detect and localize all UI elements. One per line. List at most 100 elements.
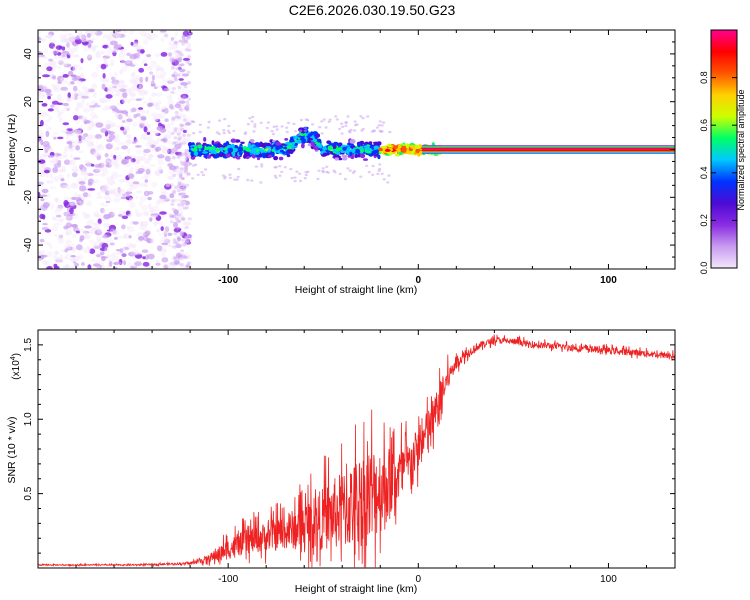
spectrogram-signal-cell	[295, 170, 299, 173]
spectrogram-noise-cell	[187, 80, 192, 83]
spectrogram-noise-cell	[109, 228, 115, 235]
spectrogram-noise-cell	[176, 73, 181, 77]
spectrogram-noise-cell	[153, 35, 158, 38]
spectrogram-noise-cell	[174, 261, 179, 266]
spectrogram-noise-cell	[81, 168, 85, 174]
spectrogram-noise-cell	[41, 226, 49, 231]
spectrogram-noise-cell	[74, 262, 79, 267]
spectrogram-noise-cell	[141, 249, 149, 253]
spectrogram-noise-cell	[40, 65, 44, 69]
spectrogram-noise-cell	[180, 151, 189, 157]
spectrogram-signal-cell	[286, 149, 293, 154]
spectrogram-noise-cell	[172, 245, 177, 249]
spectrogram-signal-cell	[349, 139, 356, 144]
spectrogram-noise-cell	[85, 31, 89, 34]
spectrogram-noise-cell	[181, 216, 185, 220]
spectrogram-noise-cell	[44, 35, 52, 39]
spectrogram-noise-cell	[186, 156, 191, 160]
spectrogram-noise-cell	[173, 238, 177, 245]
spectrogram-noise-cell	[76, 194, 81, 198]
spectrogram-signal-cell	[280, 125, 284, 128]
spectrogram-noise-cell	[53, 250, 58, 255]
spectrogram-noise-cell	[64, 248, 69, 253]
spectrogram-noise-cell	[138, 122, 145, 128]
spectrogram-noise-cell	[184, 166, 189, 170]
spectrogram-signal-cell	[408, 147, 413, 152]
spectrogram-noise-cell	[108, 134, 116, 140]
spectrogram-noise-cell	[93, 179, 100, 184]
spectrogram-noise-cell	[182, 57, 191, 61]
spectrogram-noise-cell	[96, 238, 102, 243]
spectrogram-noise-cell	[93, 173, 101, 177]
spectrogram-noise-cell	[146, 54, 152, 58]
spectrogram-noise-cell	[53, 30, 58, 33]
spectrogram-noise-cell	[84, 225, 92, 229]
spectrogram-noise-cell	[53, 136, 57, 140]
spectrogram-signal-cell	[360, 148, 364, 153]
spectrogram-noise-cell	[165, 183, 171, 187]
spectrogram-noise-cell	[183, 166, 188, 170]
spectrogram-noise-cell	[121, 224, 126, 230]
spectrogram-noise-cell	[126, 188, 133, 193]
spectrogram-noise-cell	[139, 76, 144, 83]
spectrogram-noise-cell	[179, 263, 184, 267]
spectrogram-noise-cell	[185, 60, 192, 64]
spectrogram-noise-cell	[53, 107, 60, 113]
spectrogram-noise-cell	[78, 135, 82, 142]
spectrogram-xtick-label: 100	[600, 275, 617, 286]
spectrogram-noise-cell	[177, 151, 182, 155]
spectrogram-noise-cell	[46, 265, 53, 269]
spectrogram-noise-cell	[127, 98, 132, 104]
spectrogram-signal-cell	[278, 165, 282, 168]
snr-marks	[38, 334, 675, 568]
spectrogram-noise-cell	[170, 257, 177, 260]
spectrogram-signal-cell	[278, 174, 282, 177]
spectrogram-noise-cell	[88, 107, 95, 112]
spectrogram-noise-cell	[160, 226, 164, 232]
spectrogram-noise-cell	[178, 68, 186, 73]
spectrogram-noise-cell	[173, 241, 177, 245]
spectrogram-noise-cell	[144, 230, 151, 236]
spectrogram-noise-cell	[176, 219, 181, 223]
spectrogram-signal-cell	[233, 147, 238, 152]
spectrogram-noise-cell	[171, 117, 176, 121]
spectrogram-signal-cell	[392, 145, 399, 150]
spectrogram-signal-cell	[236, 156, 241, 160]
spectrogram-noise-cell	[64, 243, 71, 249]
spectrogram-noise-cell	[57, 60, 64, 64]
spectrogram-signal-cell	[387, 151, 393, 155]
spectrogram-noise-cell	[182, 227, 186, 232]
spectrogram-noise-cell	[177, 255, 182, 259]
spectrogram-noise-cell	[67, 50, 74, 56]
spectrogram-noise-cell	[86, 125, 94, 131]
spectrogram-noise-cell	[177, 181, 182, 185]
spectrogram-noise-cell	[89, 248, 96, 254]
spectrogram-noise-cell	[53, 163, 62, 168]
spectrogram-noise-cell	[69, 154, 73, 158]
spectrogram-noise-cell	[164, 155, 171, 162]
spectrogram-noise-cell	[73, 129, 80, 134]
spectrogram-signal-cell	[397, 148, 401, 153]
spectrogram-noise-cell	[134, 45, 140, 49]
spectrogram-noise-cell	[109, 174, 118, 180]
spectrogram-noise-cell	[179, 153, 183, 157]
spectrogram-signal-cell	[346, 115, 350, 118]
spectrogram-signal-cell	[348, 131, 352, 134]
spectrogram-signal-cell	[256, 149, 260, 153]
spectrogram-noise-cell	[182, 133, 186, 137]
spectrogram-noise-cell	[140, 164, 145, 169]
spectrogram-signal-cell	[386, 181, 390, 184]
spectrogram-noise-cell	[42, 94, 46, 98]
spectrogram-signal-cell	[369, 148, 372, 152]
spectrogram-signal-cell	[206, 126, 210, 129]
spectrogram-noise-cell	[177, 192, 182, 197]
spectrogram-noise-cell	[123, 260, 126, 266]
spectrogram-signal-cell	[373, 145, 380, 150]
spectrogram-signal-cell	[218, 147, 224, 152]
spectrogram-noise-cell	[81, 95, 89, 99]
spectrogram-noise-cell	[78, 139, 83, 144]
spectrogram-signal-cell	[335, 118, 339, 121]
spectrogram-signal-cell	[330, 151, 333, 155]
spectrogram-noise-cell	[57, 97, 63, 102]
spectrogram-noise-cell	[83, 133, 89, 138]
